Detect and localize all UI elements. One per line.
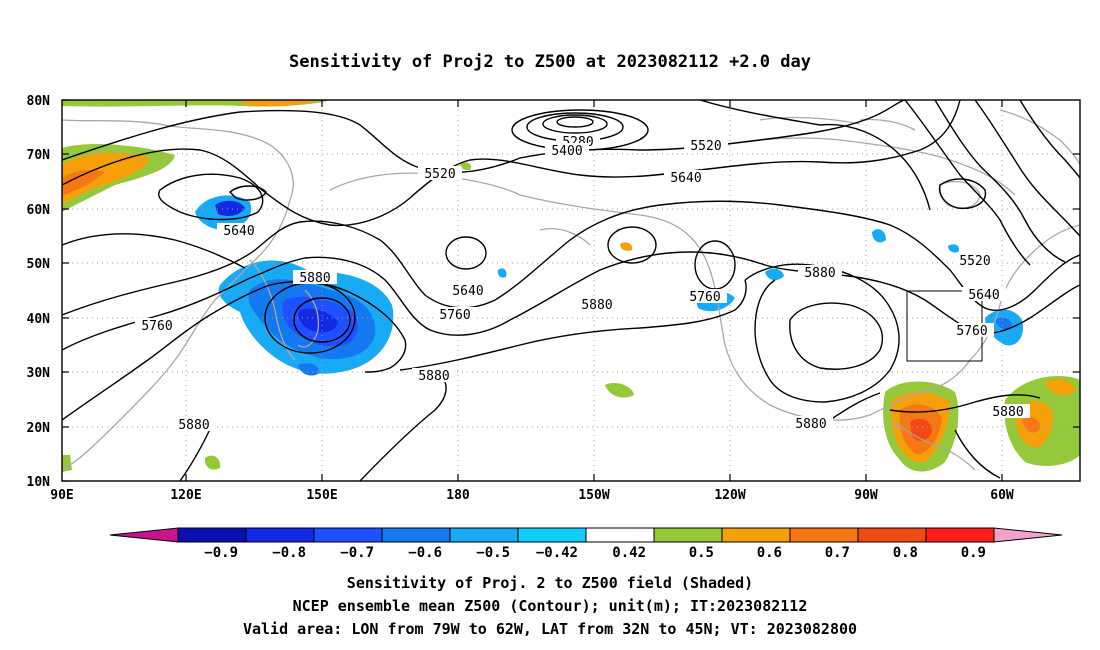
colorbar-label: 0.8 bbox=[893, 545, 918, 561]
z500-contours bbox=[62, 100, 1080, 481]
colorbar-label: −0.7 bbox=[340, 545, 374, 561]
colorbar-swatch bbox=[857, 527, 927, 543]
lon-label: 150E bbox=[306, 488, 337, 503]
colorbar-swatch bbox=[653, 527, 723, 543]
contour-label: 5640 bbox=[452, 284, 483, 299]
lon-label: 90W bbox=[854, 488, 878, 503]
colorbar-swatch bbox=[177, 527, 247, 543]
colorbar-label: 0.9 bbox=[961, 545, 986, 561]
sensitivity-shading bbox=[62, 100, 1080, 472]
contour-label: 5520 bbox=[959, 254, 990, 269]
contour-label: 5880 bbox=[795, 417, 826, 432]
colorbar-label: −0.5 bbox=[476, 545, 510, 561]
colorbar-end-low bbox=[109, 527, 179, 543]
map-title: Sensitivity of Proj2 to Z500 at 20230821… bbox=[289, 52, 811, 72]
contour-label: 5880 bbox=[581, 298, 612, 313]
contour-label: 5520 bbox=[424, 167, 455, 182]
lat-label: 10N bbox=[27, 475, 51, 490]
contour-label: 5880 bbox=[178, 418, 209, 433]
colorbar-end-high bbox=[993, 527, 1063, 543]
colorbar-swatch bbox=[721, 527, 791, 543]
colorbar-label: −0.8 bbox=[272, 545, 306, 561]
lon-label: 120E bbox=[170, 488, 201, 503]
caption-line-1: Sensitivity of Proj. 2 to Z500 field (Sh… bbox=[347, 574, 753, 592]
map-plot-area: 5280 5400 5520 5520 5640 5640 5640 5640 … bbox=[62, 100, 1080, 481]
lat-label: 30N bbox=[27, 366, 51, 381]
colorbar-swatch bbox=[381, 527, 451, 543]
contour-label: 5520 bbox=[690, 139, 721, 154]
latitude-labels: 80N 70N 60N 50N 40N 30N 20N 10N bbox=[27, 94, 51, 490]
colorbar: −0.9 −0.8 −0.7 −0.6 −0.5 −0.42 0.42 0.5 0.6 0.7 0.… bbox=[109, 527, 1063, 561]
contour-label: 5400 bbox=[551, 144, 582, 159]
tick-marks bbox=[62, 99, 1080, 482]
colorbar-swatch bbox=[585, 527, 655, 543]
lat-label: 80N bbox=[27, 94, 51, 109]
colorbar-label: 0.7 bbox=[825, 545, 850, 561]
lon-label: 120W bbox=[714, 488, 745, 503]
colorbar-swatch bbox=[449, 527, 519, 543]
colorbar-label: −0.9 bbox=[204, 545, 238, 561]
caption-line-3: Valid area: LON from 79W to 62W, LAT fro… bbox=[243, 620, 857, 638]
longitude-labels: 90E 120E 150E 180 150W 120W 90W 60W bbox=[50, 488, 1014, 503]
colorbar-swatch bbox=[245, 527, 315, 543]
lon-label: 150W bbox=[578, 488, 609, 503]
lat-label: 20N bbox=[27, 421, 51, 436]
contour-labels: 5280 5400 5520 5520 5640 5640 5640 5640 … bbox=[135, 134, 1030, 433]
contour-label: 5760 bbox=[141, 319, 172, 334]
contour-label: 5640 bbox=[968, 288, 999, 303]
contour-label: 5880 bbox=[299, 271, 330, 286]
caption-line-2: NCEP ensemble mean Z500 (Contour); unit(… bbox=[293, 597, 808, 615]
colorbar-swatch bbox=[517, 527, 587, 543]
colorbar-label: −0.42 bbox=[536, 545, 578, 561]
lat-label: 50N bbox=[27, 257, 51, 272]
contour-label: 5880 bbox=[418, 369, 449, 384]
colorbar-swatch bbox=[789, 527, 859, 543]
contour-label: 5760 bbox=[689, 290, 720, 305]
contour-label: 5640 bbox=[223, 224, 254, 239]
caption: Sensitivity of Proj. 2 to Z500 field (Sh… bbox=[243, 574, 857, 638]
colorbar-label: 0.42 bbox=[612, 545, 646, 561]
lat-label: 60N bbox=[27, 203, 51, 218]
lat-label: 70N bbox=[27, 148, 51, 163]
lon-label: 90E bbox=[50, 488, 73, 503]
contour-label: 5880 bbox=[992, 405, 1023, 420]
colorbar-label: 0.6 bbox=[757, 545, 782, 561]
lon-label: 180 bbox=[446, 488, 470, 503]
colorbar-swatch bbox=[925, 527, 995, 543]
colorbar-label: 0.5 bbox=[689, 545, 714, 561]
plot-frame bbox=[61, 99, 1081, 482]
contour-label: 5880 bbox=[804, 266, 835, 281]
lon-label: 60W bbox=[990, 488, 1014, 503]
contour-label: 5760 bbox=[956, 324, 987, 339]
lat-label: 40N bbox=[27, 312, 51, 327]
contour-label: 5640 bbox=[670, 171, 701, 186]
colorbar-label: −0.6 bbox=[408, 545, 442, 561]
contour-label: 5760 bbox=[439, 308, 470, 323]
colorbar-swatch bbox=[313, 527, 383, 543]
